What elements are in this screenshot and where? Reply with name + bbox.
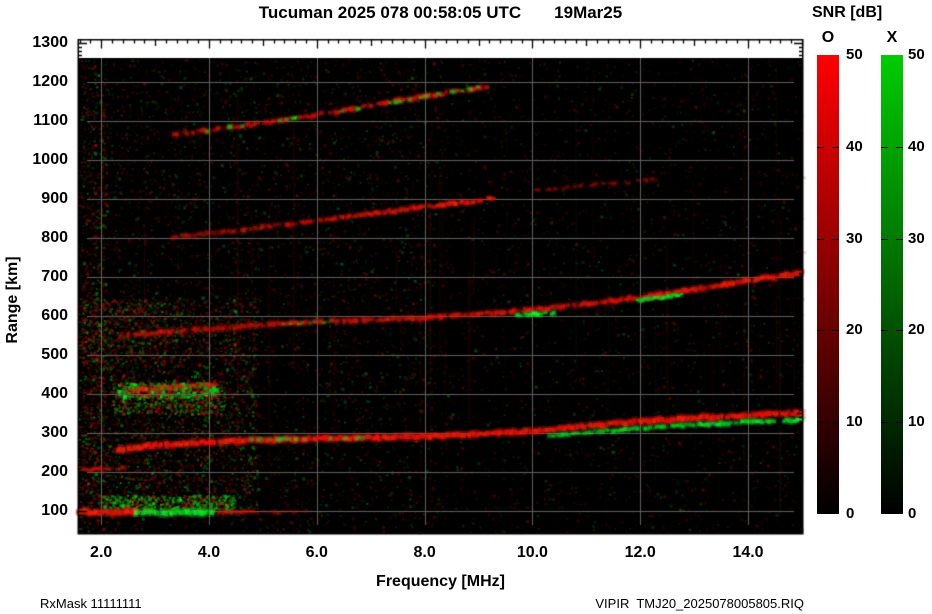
y-tick-label-500: 500 xyxy=(41,345,68,363)
colorbar-tick-dash xyxy=(896,147,903,148)
colorbar-tick-dash xyxy=(896,422,903,423)
colorbar-o-tick-10: 10 xyxy=(846,413,863,431)
y-tick-label-700: 700 xyxy=(41,268,68,285)
x-tick-label-2.0: 2.0 xyxy=(90,544,113,561)
page-title: Tucuman 2025 078 00:58:05 UTC xyxy=(258,3,522,22)
y-tick-label-400: 400 xyxy=(41,384,68,402)
y-tick-label-1200: 1200 xyxy=(32,73,68,90)
y-tick-label-600: 600 xyxy=(41,306,68,324)
colorbar-x-tick-0: 0 xyxy=(908,505,917,522)
colorbar-tick-dash xyxy=(881,330,888,331)
x-tick-label-12.0: 12.0 xyxy=(624,544,656,561)
y-axis-title: Range [km] xyxy=(4,256,21,344)
colorbar-tick-dash xyxy=(832,330,839,331)
colorbar-tick-dash xyxy=(881,422,888,423)
y-tick-label-200: 200 xyxy=(41,462,68,480)
x-tick-label-14.0: 14.0 xyxy=(732,544,764,561)
colorbar-tick-dash xyxy=(832,239,839,240)
colorbar-o-tick-30: 30 xyxy=(846,229,863,247)
colorbar-x-tick-40: 40 xyxy=(908,137,925,155)
colorbar-x-tick-50: 50 xyxy=(908,46,925,63)
colorbar-x-tick-10: 10 xyxy=(908,413,925,431)
colorbar-tick-dash xyxy=(896,239,903,240)
x-axis-title: Frequency [MHz] xyxy=(376,573,505,590)
title-row: Tucuman 2025 078 00:58:05 UTC 19Mar25 xyxy=(78,3,803,23)
colorbar-o-mode xyxy=(817,55,839,514)
colorbar-title: SNR [dB] xyxy=(812,4,883,21)
y-tick-label-1100: 1100 xyxy=(33,112,68,129)
colorbar-o-tick-20: 20 xyxy=(846,321,863,339)
x-tick-label-10.0: 10.0 xyxy=(516,544,548,561)
colorbar-o-tick-0: 0 xyxy=(846,505,855,522)
colorbar-label-x: X xyxy=(886,29,898,46)
colorbar-tick-dash xyxy=(881,147,888,148)
colorbar-x-tick-30: 30 xyxy=(908,229,925,247)
y-tick-label-100: 100 xyxy=(41,501,68,519)
colorbar-tick-dash xyxy=(817,422,824,423)
y-tick-label-1300: 1300 xyxy=(32,34,68,51)
x-tick-label-8.0: 8.0 xyxy=(413,544,436,561)
x-tick-label-6.0: 6.0 xyxy=(305,544,328,561)
colorbar-o-tick-50: 50 xyxy=(846,46,863,63)
colorbar-tick-dash xyxy=(817,147,824,148)
colorbar-tick-dash xyxy=(817,330,824,331)
colorbar-tick-dash xyxy=(896,330,903,331)
colorbar-tick-dash xyxy=(881,239,888,240)
colorbar-x-tick-20: 20 xyxy=(908,321,925,339)
colorbar-x-mode xyxy=(881,55,903,514)
y-tick-label-1000: 1000 xyxy=(32,151,68,168)
colorbar-tick-dash xyxy=(817,239,824,240)
y-tick-label-300: 300 xyxy=(41,423,68,441)
rxmask-label: RxMask 11111111 xyxy=(40,596,142,611)
y-tick-label-900: 900 xyxy=(41,190,68,207)
colorbar-o-tick-40: 40 xyxy=(846,137,863,155)
colorbar-tick-dash xyxy=(832,422,839,423)
colorbar-label-o: O xyxy=(821,29,835,46)
colorbar-tick-dash xyxy=(832,147,839,148)
x-tick-label-4.0: 4.0 xyxy=(197,544,221,561)
title-date: 19Mar25 xyxy=(554,3,623,22)
y-tick-label-800: 800 xyxy=(41,229,68,246)
filename-label: VIPIR TMJ20_2025078005805.RIQ xyxy=(595,596,804,611)
